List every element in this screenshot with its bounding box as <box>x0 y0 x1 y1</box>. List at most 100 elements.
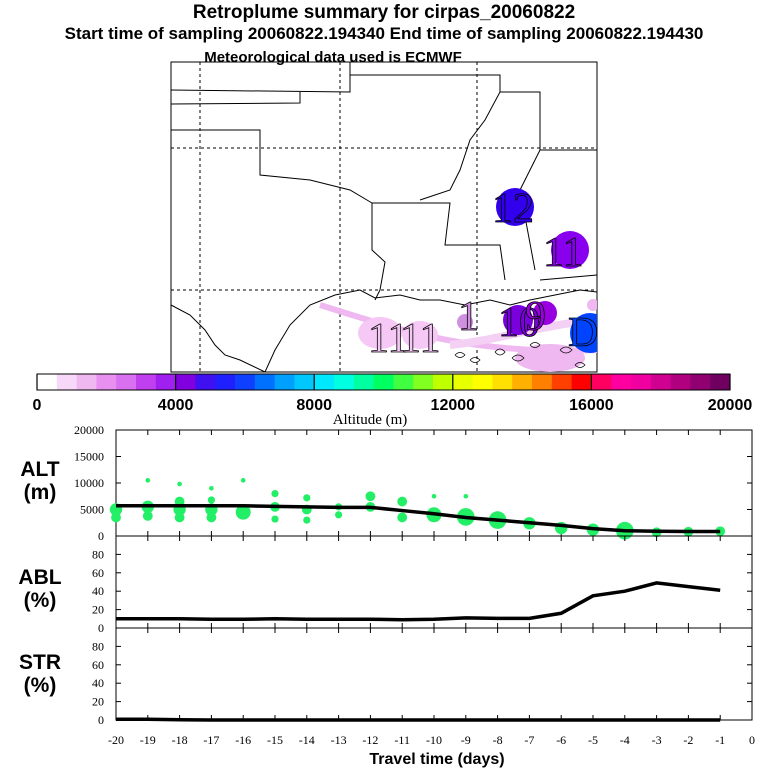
colorbar-swatch <box>353 374 375 390</box>
plume-cluster-day12 <box>496 188 534 226</box>
plume-cluster <box>402 321 438 349</box>
alt-cluster-point <box>303 516 311 524</box>
colorbar-swatch <box>274 374 295 390</box>
colorbar-tick-label: 16000 <box>569 397 614 414</box>
plume-cluster-day10 <box>503 305 533 335</box>
colorbar-swatch <box>413 374 434 390</box>
x-tick-label: -6 <box>556 733 566 747</box>
colorbar-tick-label: 12000 <box>431 397 476 414</box>
alt-cluster-point <box>142 510 153 521</box>
str-tick-label: 80 <box>92 639 104 653</box>
colorbar-swatch <box>532 374 553 390</box>
x-tick-label: -5 <box>588 733 598 747</box>
x-tick-label: -14 <box>299 733 315 747</box>
alt-cluster-point <box>271 515 279 523</box>
colorbar-swatch <box>591 374 612 390</box>
colorbar-swatch <box>175 374 196 390</box>
colorbar-swatch <box>611 374 632 390</box>
plume-day-label: 12 <box>492 186 534 232</box>
alt-cluster-point <box>177 481 182 487</box>
str-frame <box>115 627 753 721</box>
coastline <box>264 289 597 372</box>
colorbar-label: Altitude (m) <box>333 412 408 428</box>
colorbar-swatch <box>433 374 454 390</box>
x-tick-label: -10 <box>426 733 442 747</box>
figure-title: Retroplume summary for cirpas_20060822 <box>192 2 576 23</box>
colorbar-swatch <box>512 374 533 390</box>
str-series-line <box>116 717 721 722</box>
plume-cluster <box>587 299 597 311</box>
sampling-times: Start time of sampling 20060822.194340 E… <box>64 24 704 43</box>
state-border <box>539 274 597 281</box>
plume-day-label: D <box>568 310 598 356</box>
colorbar-tick-label: 4000 <box>158 397 194 414</box>
x-tick-label: -15 <box>267 733 283 747</box>
colorbar-swatch <box>136 374 157 390</box>
colorbar-swatch <box>56 374 78 390</box>
str-tick-label: 20 <box>92 695 104 709</box>
plume-cluster-day11 <box>551 231 589 269</box>
state-border <box>171 129 373 204</box>
alt-cluster-point <box>397 496 408 507</box>
x-tick-label: -11 <box>394 733 410 747</box>
abl-label: ABL (%) <box>18 566 62 612</box>
x-tick-label: 0 <box>749 733 755 747</box>
alt-cluster-point <box>209 486 214 491</box>
plume-day-label: 10 <box>498 300 540 346</box>
x-tick-label: -19 <box>140 733 156 747</box>
plume-cluster-recent <box>570 313 597 353</box>
state-border <box>350 74 501 201</box>
x-tick-label: -18 <box>172 733 188 747</box>
plume-cluster <box>358 317 402 349</box>
str-tick-label: 60 <box>92 658 104 672</box>
time-series-panels: 20000 15000 10000 5000 0 80 60 40 20 0 80 60 40 20 0 -2… <box>74 423 755 768</box>
alt-tick-label: 20000 <box>74 423 104 437</box>
colorbar-swatch <box>373 374 394 390</box>
plume-day-label: 11 <box>400 316 440 362</box>
altitude-colorbar <box>36 373 731 391</box>
alt-tick-label: 5000 <box>80 503 104 517</box>
x-tick-label: -20 <box>108 733 124 747</box>
colorbar-ticks: 0 4000 8000 12000 16000 20000 <box>33 397 753 414</box>
border-line <box>171 304 266 372</box>
colorbar-swatch <box>452 374 474 390</box>
alt-cluster-point <box>335 511 343 519</box>
x-tick-label: -1 <box>715 733 725 747</box>
alt-cluster-point <box>235 504 251 520</box>
colorbar-swatch <box>571 374 592 390</box>
alt-tick-label: 15000 <box>74 450 104 464</box>
colorbar-swatch <box>393 374 414 390</box>
colorbar-swatch <box>116 374 137 390</box>
colorbar-swatch <box>37 374 58 390</box>
x-tick-label: -12 <box>362 733 378 747</box>
str-panel: 80 60 40 20 0 <box>92 627 753 727</box>
str-label: STR (%) <box>19 651 61 697</box>
abl-panel: 80 60 40 20 0 <box>92 535 753 635</box>
colorbar-swatch <box>155 374 177 390</box>
x-tick-label: -17 <box>203 733 219 747</box>
x-tick-label: -2 <box>683 733 693 747</box>
colorbar-swatch <box>334 374 355 390</box>
colorbar-swatch <box>650 374 672 390</box>
colorbar-swatch <box>96 374 117 390</box>
x-tick-labels: -20 -19 -18 -17 -16 -15 -14 -13 -12 -11 -10 -9 -8 -7-… <box>108 733 755 747</box>
alt-label: ALT (m) <box>20 458 60 504</box>
colorbar-swatch <box>472 374 493 390</box>
alt-cluster-point <box>206 512 217 523</box>
alt-cluster-point <box>111 512 121 523</box>
abl-tick-label: 0 <box>98 621 104 635</box>
plume-day-label: 11 <box>368 316 408 362</box>
plume-cluster-day9 <box>533 301 557 325</box>
colorbar-tick-label: 8000 <box>296 397 332 414</box>
plume-day-label: 11 <box>543 230 583 276</box>
str-tick-label: 0 <box>98 713 104 727</box>
alt-cluster-point <box>174 512 185 523</box>
str-tick-label: 40 <box>92 676 104 690</box>
colorbar-swatch <box>314 374 335 390</box>
abl-tick-label: 20 <box>92 603 104 617</box>
str-axis-label: STR (%) <box>0 651 80 697</box>
plume-day-label: 9 <box>525 294 546 340</box>
plume-cluster <box>457 314 473 330</box>
abl-series-line <box>116 581 721 622</box>
